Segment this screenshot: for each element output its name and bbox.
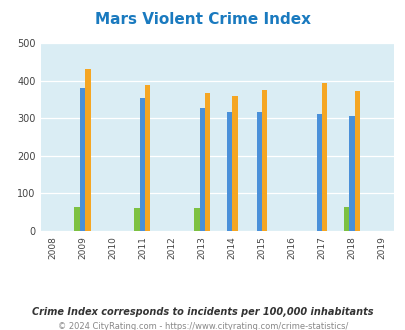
Bar [226, 113, 232, 231]
Bar [199, 108, 205, 231]
Bar [232, 96, 237, 231]
Bar [354, 91, 359, 231]
Bar [145, 85, 150, 231]
Bar [256, 113, 262, 231]
Text: © 2024 CityRating.com - https://www.cityrating.com/crime-statistics/: © 2024 CityRating.com - https://www.city… [58, 322, 347, 330]
Text: Mars Violent Crime Index: Mars Violent Crime Index [95, 12, 310, 26]
Bar [205, 93, 210, 231]
Bar [134, 209, 139, 231]
Bar [194, 208, 199, 231]
Bar [139, 98, 145, 231]
Bar [85, 69, 90, 231]
Bar [74, 207, 80, 231]
Bar [343, 207, 348, 231]
Bar [262, 90, 267, 231]
Bar [321, 83, 326, 231]
Bar [348, 116, 354, 231]
Text: Crime Index corresponds to incidents per 100,000 inhabitants: Crime Index corresponds to incidents per… [32, 307, 373, 317]
Bar [316, 114, 321, 231]
Bar [80, 88, 85, 231]
